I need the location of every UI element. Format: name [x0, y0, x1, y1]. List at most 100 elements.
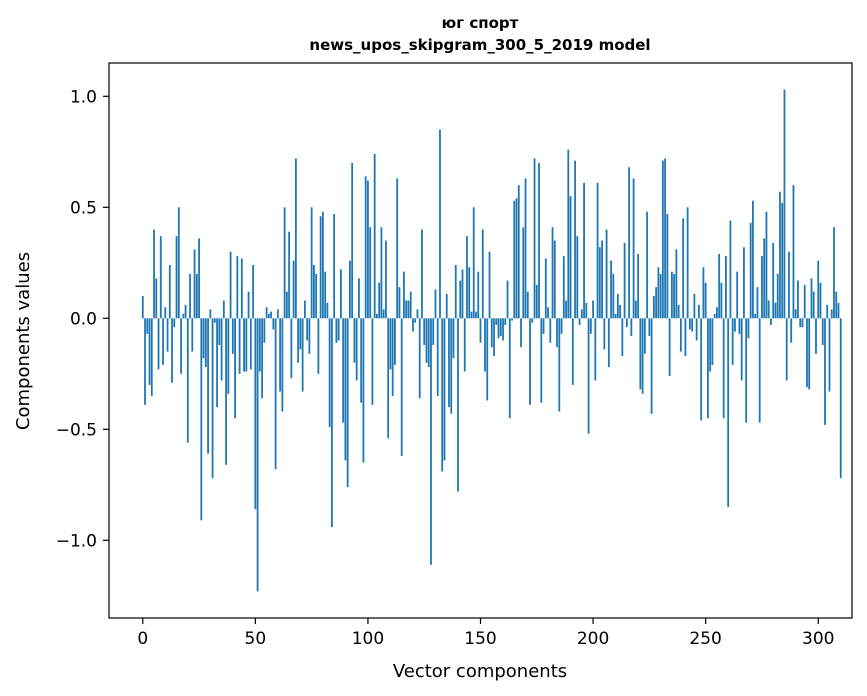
bar: [702, 267, 705, 319]
x-tick-label: 200: [577, 629, 609, 649]
bar: [520, 318, 522, 348]
bar: [497, 318, 500, 339]
bar: [470, 311, 473, 319]
bar: [598, 247, 601, 319]
bar: [677, 304, 680, 319]
bar: [765, 211, 768, 319]
plot-frame: [108, 62, 853, 619]
bar: [803, 285, 806, 319]
bar: [605, 229, 608, 319]
bar: [252, 265, 254, 319]
bar: [824, 318, 826, 425]
bar: [162, 318, 164, 365]
bar: [423, 318, 426, 345]
bar: [308, 318, 311, 354]
bar: [734, 318, 736, 332]
bar: [477, 271, 480, 319]
y-tick-label: 0.0: [70, 309, 97, 329]
bar: [351, 162, 354, 319]
bar: [292, 260, 295, 319]
bar: [400, 318, 403, 456]
bar: [792, 185, 795, 319]
bar: [276, 309, 279, 319]
bar: [749, 222, 752, 319]
bar: [376, 313, 378, 319]
bar: [331, 318, 333, 527]
bar: [488, 251, 491, 319]
bar: [529, 318, 531, 405]
bar: [623, 242, 626, 319]
bar: [810, 278, 813, 319]
bar: [661, 160, 664, 319]
bar: [321, 211, 324, 319]
bar: [373, 154, 376, 319]
bar: [538, 162, 540, 319]
bar: [249, 318, 252, 370]
bar: [346, 318, 349, 488]
bar: [227, 318, 230, 394]
bar: [434, 289, 437, 319]
bar: [502, 318, 504, 341]
x-tick-label: 50: [245, 629, 267, 649]
bar: [486, 318, 489, 401]
bar: [245, 318, 248, 372]
bar: [727, 318, 730, 507]
bar: [335, 318, 338, 343]
bar: [195, 273, 198, 319]
x-tick-label: 0: [137, 629, 148, 649]
bar: [315, 273, 318, 319]
bar: [202, 318, 205, 359]
bar: [740, 318, 743, 381]
bar: [725, 256, 727, 319]
bar: [173, 318, 176, 328]
bar: [731, 318, 734, 365]
bar: [367, 180, 369, 319]
bar: [743, 247, 745, 319]
bar: [443, 318, 446, 461]
bar: [272, 318, 275, 330]
bar: [817, 260, 820, 319]
bar: [157, 318, 160, 370]
bar: [736, 271, 739, 319]
bar: [524, 178, 527, 319]
bar: [159, 236, 162, 319]
bar: [729, 220, 732, 319]
bar: [288, 231, 291, 319]
bar: [452, 318, 455, 359]
bar: [754, 313, 757, 319]
bar: [484, 318, 486, 372]
bar: [630, 318, 633, 337]
y-tick-label: 1.0: [70, 87, 97, 107]
bar: [713, 313, 716, 319]
bar: [758, 318, 761, 423]
bar: [641, 318, 644, 394]
bar: [770, 318, 772, 325]
bar: [378, 282, 381, 319]
bar: [830, 309, 833, 319]
bar: [439, 129, 441, 319]
bar: [472, 207, 475, 319]
bar: [463, 318, 466, 372]
bar: [533, 158, 536, 319]
y-axis-label: Components values: [13, 252, 34, 430]
bar: [389, 318, 392, 370]
bar: [396, 178, 399, 319]
bar: [421, 229, 423, 319]
bar: [648, 318, 651, 337]
bar: [542, 318, 545, 334]
bar: [634, 300, 637, 319]
bar: [517, 185, 520, 319]
bar: [254, 318, 257, 510]
bar: [191, 318, 194, 352]
bar: [418, 318, 421, 399]
bar: [526, 291, 529, 319]
bar: [436, 318, 439, 396]
bar: [225, 318, 227, 465]
bar: [619, 304, 621, 319]
bar: [819, 282, 822, 319]
bar: [213, 318, 216, 323]
bar: [515, 198, 518, 319]
bar: [587, 318, 590, 434]
bar: [218, 318, 221, 345]
bar: [349, 260, 351, 319]
